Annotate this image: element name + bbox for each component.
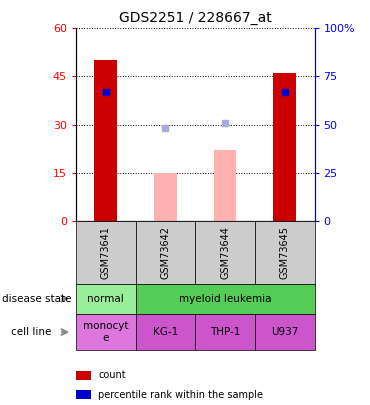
Text: percentile rank within the sample: percentile rank within the sample (98, 390, 263, 400)
Text: normal: normal (87, 294, 124, 304)
Text: KG-1: KG-1 (153, 327, 178, 337)
Text: monocyt
e: monocyt e (83, 321, 128, 343)
Title: GDS2251 / 228667_at: GDS2251 / 228667_at (119, 11, 272, 25)
Text: GSM73642: GSM73642 (160, 226, 170, 279)
Text: disease state: disease state (2, 294, 71, 304)
Bar (94, 60, 117, 221)
Text: myeloid leukemia: myeloid leukemia (179, 294, 271, 304)
Text: GSM73641: GSM73641 (101, 226, 111, 279)
Bar (213, 150, 236, 221)
Text: count: count (98, 371, 126, 380)
Text: THP-1: THP-1 (210, 327, 240, 337)
Text: cell line: cell line (11, 327, 51, 337)
Text: U937: U937 (271, 327, 298, 337)
Text: GSM73644: GSM73644 (220, 226, 230, 279)
Bar (273, 73, 296, 221)
Text: GSM73645: GSM73645 (280, 226, 290, 279)
Bar (154, 173, 177, 221)
